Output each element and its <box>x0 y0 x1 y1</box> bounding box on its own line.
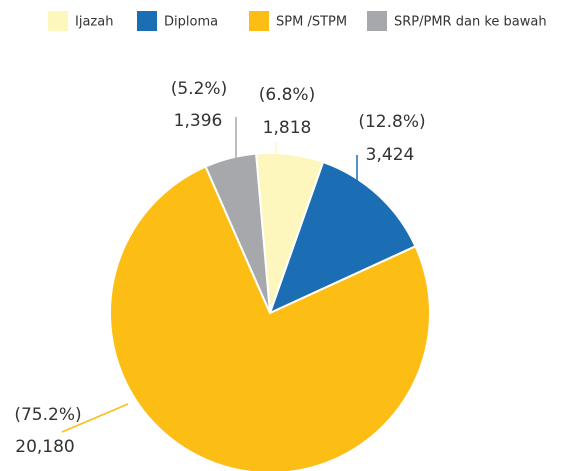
percentage-label: (12.8%) <box>358 112 425 132</box>
legend-swatch <box>249 11 269 31</box>
legend-label: Ijazah <box>75 15 113 30</box>
legend-label: Diploma <box>164 15 218 30</box>
legend-swatch <box>367 11 387 31</box>
pie-slice <box>268 160 417 315</box>
leader-line <box>61 403 129 433</box>
pie-slice <box>204 152 271 314</box>
percentage-label: (6.8%) <box>259 85 315 105</box>
legend-label: SPM /STPM <box>276 15 347 30</box>
pie-slice <box>109 165 431 471</box>
value-label: 20,180 <box>15 437 74 457</box>
legend-label: SRP/PMR dan ke bawah <box>394 15 547 30</box>
legend-swatch <box>137 11 157 31</box>
value-label: 1,818 <box>263 118 312 138</box>
percentage-label: (75.2%) <box>14 405 81 425</box>
percentage-label: (5.2%) <box>171 79 227 99</box>
value-label: 1,396 <box>174 111 223 131</box>
legend-swatch <box>48 11 68 31</box>
value-label: 3,424 <box>366 145 415 165</box>
